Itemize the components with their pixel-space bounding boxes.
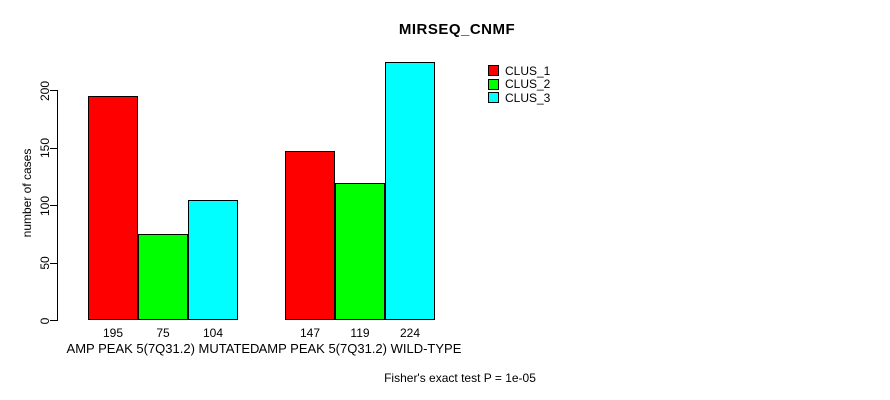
bar-value-label: 119 xyxy=(350,326,370,340)
category-label: AMP PEAK 5(7Q31.2) WILD-TYPE xyxy=(258,341,462,356)
y-tick-label: 150 xyxy=(38,137,52,159)
bar-value-label: 75 xyxy=(156,326,170,340)
y-tick-label: 50 xyxy=(38,256,52,270)
bar-clus_2-group2 xyxy=(335,183,385,320)
y-tick xyxy=(50,205,57,206)
legend-item-label: CLUS_2 xyxy=(505,77,551,92)
bar-value-label: 147 xyxy=(299,326,321,340)
legend-item-clus_2: CLUS_2 xyxy=(488,77,551,92)
bar-clus_3-group1 xyxy=(188,200,238,320)
y-tick xyxy=(50,147,57,149)
footer-annotation: Fisher's exact test P = 1e-05 xyxy=(384,371,536,385)
bar-clus_2-group1 xyxy=(138,233,188,320)
legend-item-label: CLUS_3 xyxy=(505,90,551,105)
y-tick-label: 0 xyxy=(38,317,52,324)
bar-value-label: 224 xyxy=(399,326,421,340)
y-tick xyxy=(50,320,57,321)
legend-swatch-icon xyxy=(488,92,499,104)
bar-clus_1-group2 xyxy=(285,150,335,320)
y-axis-label: number of cases xyxy=(20,148,34,238)
bar-value-label: 195 xyxy=(102,326,124,340)
legend: CLUS_1 CLUS_2 CLUS_3 xyxy=(488,64,550,105)
legend-item-label: CLUS_1 xyxy=(505,63,551,78)
y-axis-line xyxy=(57,90,58,321)
y-tick-label: 100 xyxy=(38,195,52,216)
category-label: AMP PEAK 5(7Q31.2) MUTATED xyxy=(66,341,260,356)
y-tick xyxy=(50,90,57,91)
bar-value-label: 104 xyxy=(202,326,224,340)
bar-clus_3-group2 xyxy=(385,62,435,320)
legend-swatch-icon xyxy=(488,78,499,90)
legend-item-clus_3: CLUS_3 xyxy=(488,91,550,105)
bar-clus_1-group1 xyxy=(88,95,138,320)
chart-title: MIRSEQ_CNMF xyxy=(398,21,516,38)
y-tick-label: 200 xyxy=(38,80,52,101)
legend-swatch-icon xyxy=(488,65,499,77)
legend-item-clus_1: CLUS_1 xyxy=(488,64,550,78)
y-tick xyxy=(50,262,57,264)
